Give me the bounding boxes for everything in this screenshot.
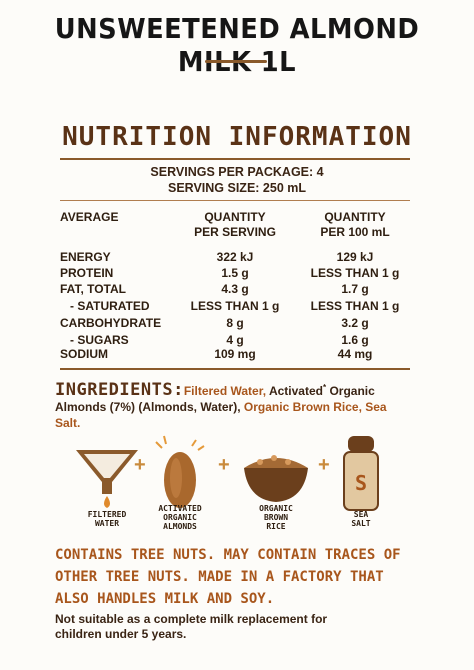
plus-icon: + [218, 454, 230, 476]
nutrient-name: CARBOHYDRATE [60, 316, 162, 330]
label-line: RICE [266, 522, 286, 531]
per-100ml-value: 44 mg [337, 347, 373, 361]
header-average: AVERAGE [60, 210, 119, 224]
ingredient-icons: + + + S FILTERED WATER ACTIVATED ORGANIC… [0, 432, 474, 544]
header-quantity-serving: QUANTITY [204, 210, 266, 224]
label-line: BROWN [263, 513, 289, 522]
per-serving-value: LESS THAN 1 g [190, 299, 280, 313]
per-serving-value: 8 g [226, 316, 244, 330]
ingredient-filtered-water: Filtered Water, [183, 384, 267, 398]
ingredient-organic: Organic [326, 384, 375, 398]
per-serving-value: 4.3 g [221, 282, 249, 296]
table-row: CARBOHYDRATE 8 g 3.2 g [60, 315, 410, 331]
ingredient-asterisk: * [322, 383, 327, 392]
label-line: FILTERED [87, 510, 127, 519]
note-line: children under 5 years. [55, 627, 187, 641]
divider-top [60, 158, 410, 160]
per-100ml-value: 3.2 g [341, 316, 369, 330]
table-row: - SATURATED LESS THAN 1 g LESS THAN 1 g [60, 298, 410, 314]
per-100ml-value: LESS THAN 1 g [310, 266, 400, 280]
table-header-row-2: PER SERVING PER 100 mL [60, 224, 410, 240]
nutrient-name: SODIUM [60, 347, 108, 361]
label-filtered-water: FILTERED WATER [78, 510, 136, 528]
nutrient-name: - SUGARS [70, 333, 129, 347]
per-serving-value: 1.5 g [221, 266, 249, 280]
note-line: Not suitable as a complete milk replacem… [55, 612, 328, 626]
nutrient-name: PROTEIN [60, 266, 114, 280]
salt-shaker-icon: S [343, 436, 379, 511]
serving-size: SERVING SIZE: 250 mL [167, 181, 306, 195]
ingredients-heading: INGREDIENTS: [55, 380, 184, 400]
allergen-line: ALSO HANDLES MILK AND SOY. [55, 591, 275, 607]
product-title: UNSWEETENED ALMOND MILK 1L [54, 12, 420, 78]
label-line: ALMONDS [163, 522, 197, 531]
plus-icon: + [134, 454, 146, 476]
nutrient-name: FAT, TOTAL [60, 282, 126, 296]
table-row: SODIUM 109 mg 44 mg [60, 346, 410, 362]
allergen-line: CONTAINS TREE NUTS. MAY CONTAIN TRACES O… [55, 547, 401, 563]
table-row: PROTEIN 1.5 g LESS THAN 1 g [60, 265, 410, 281]
label-almonds: ACTIVATED ORGANIC ALMONDS [148, 504, 212, 531]
label-line: SEA [353, 510, 369, 519]
suitability-note: Not suitable as a complete milk replacem… [55, 612, 425, 642]
salt-letter: S [355, 471, 367, 495]
per-100ml-value: 1.6 g [341, 333, 369, 347]
label-line: SALT [351, 519, 371, 528]
per-100ml-value: 1.7 g [341, 282, 369, 296]
allergen-line: OTHER TREE NUTS. MADE IN A FACTORY THAT [55, 569, 384, 585]
header-per-serving: PER SERVING [194, 225, 276, 239]
table-row: FAT, TOTAL 4.3 g 1.7 g [60, 281, 410, 297]
table-row: - SUGARS 4 g 1.6 g [60, 332, 410, 348]
ingredient-almonds: Almonds (7%) (Almonds, Water), [55, 400, 241, 414]
header-quantity-100ml: QUANTITY [324, 210, 386, 224]
title-underline [205, 60, 267, 63]
per-100ml-value: 129 kJ [336, 250, 374, 264]
ingredient-salt: Salt. [55, 416, 81, 430]
table-header-row: AVERAGE QUANTITY QUANTITY [60, 209, 410, 225]
divider-bottom [60, 368, 410, 370]
almond-icon [155, 435, 205, 508]
header-per-100ml: PER 100 mL [320, 225, 390, 239]
label-salt: SEA SALT [336, 510, 386, 528]
nutrient-name: - SATURATED [70, 299, 150, 313]
label-rice: ORGANIC BROWN RICE [246, 504, 306, 531]
plus-icon: + [318, 454, 330, 476]
ingredients-block: INGREDIENTS:Filtered Water, Activated* O… [55, 380, 420, 431]
nutrition-heading: NUTRITION INFORMATION [62, 122, 412, 152]
divider-servings [60, 200, 410, 201]
servings-per-package: SERVINGS PER PACKAGE: 4 [150, 165, 324, 179]
nutrient-name: ENERGY [60, 250, 111, 264]
rice-bowl-icon [244, 455, 308, 502]
label-line: ACTIVATED [158, 504, 202, 513]
label-line: ORGANIC [163, 513, 197, 522]
per-serving-value: 322 kJ [216, 250, 254, 264]
per-serving-value: 109 mg [214, 347, 256, 361]
per-serving-value: 4 g [226, 333, 244, 347]
per-100ml-value: LESS THAN 1 g [310, 299, 400, 313]
label-line: WATER [94, 519, 120, 528]
table-row: ENERGY 322 kJ 129 kJ [60, 249, 410, 265]
ingredient-rice-salt: Organic Brown Rice, Sea [240, 400, 387, 414]
allergen-statement: CONTAINS TREE NUTS. MAY CONTAIN TRACES O… [55, 544, 425, 610]
water-filter-icon [76, 450, 138, 508]
label-line: ORGANIC [259, 504, 293, 513]
ingredient-activated: Activated [266, 384, 323, 398]
